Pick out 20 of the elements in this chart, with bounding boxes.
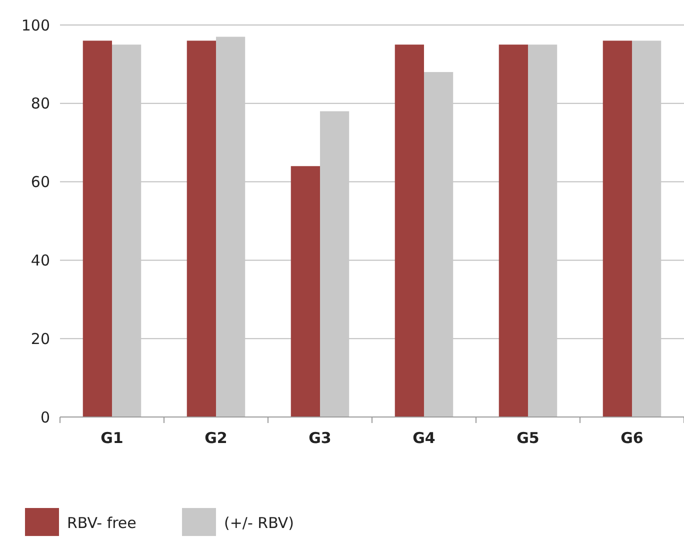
x-tick-label: G4	[412, 429, 436, 447]
legend-label: (+/- RBV)	[224, 514, 294, 532]
bar	[290, 166, 320, 417]
y-tick-label: 60	[30, 173, 50, 192]
x-tick-label: G2	[204, 429, 228, 447]
legend-label: RBV- free	[67, 514, 136, 532]
y-tick-label: 40	[30, 251, 50, 270]
bar	[186, 40, 216, 417]
bar	[394, 44, 424, 417]
x-tick-label: G5	[516, 429, 540, 447]
x-tick-label: G1	[100, 429, 124, 447]
x-tick-label: G3	[308, 429, 332, 447]
bar	[602, 40, 632, 417]
y-tick-label: 20	[30, 330, 50, 348]
y-tick-label: 80	[30, 94, 50, 113]
y-tick-label: 0	[40, 408, 50, 426]
x-tick-label: G6	[620, 429, 644, 447]
bar	[498, 44, 528, 417]
y-tick-label: 100	[21, 16, 50, 34]
bar	[82, 40, 112, 417]
